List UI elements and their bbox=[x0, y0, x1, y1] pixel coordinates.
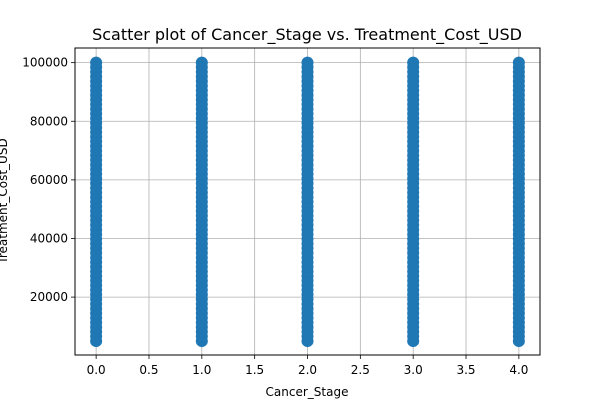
x-tick-label: 2.5 bbox=[351, 363, 370, 377]
x-tick-label: 2.0 bbox=[298, 363, 317, 377]
scatter-point bbox=[195, 56, 208, 69]
x-tick-label: 3.5 bbox=[456, 363, 475, 377]
x-tick-label: 3.0 bbox=[404, 363, 423, 377]
y-tick-label: 40000 bbox=[30, 231, 68, 245]
y-tick-label: 100000 bbox=[22, 56, 68, 70]
x-axis-label: Cancer_Stage bbox=[266, 385, 349, 399]
x-tick-label: 1.5 bbox=[245, 363, 264, 377]
y-tick-label: 60000 bbox=[30, 173, 68, 187]
scatter-point bbox=[90, 56, 103, 69]
x-tick-label: 4.0 bbox=[509, 363, 528, 377]
tick-layer: 0.0 0.5 1.0 1.5 2.0 2.5 3.0 3.5 4.0 20000 40000 600… bbox=[22, 56, 528, 377]
y-tick-label: 80000 bbox=[30, 114, 68, 128]
x-tick-label: 0.0 bbox=[87, 363, 106, 377]
x-tick-label: 1.0 bbox=[192, 363, 211, 377]
chart-title: Scatter plot of Cancer_Stage vs. Treatme… bbox=[92, 25, 522, 45]
y-axis-label: Treatment_Cost_USD bbox=[0, 138, 10, 264]
scatter-point bbox=[407, 56, 420, 69]
scatter-point bbox=[512, 56, 525, 69]
x-tick-label: 0.5 bbox=[139, 363, 158, 377]
data-layer bbox=[90, 56, 525, 348]
scatter-point bbox=[301, 56, 314, 69]
y-tick-label: 20000 bbox=[30, 290, 68, 304]
